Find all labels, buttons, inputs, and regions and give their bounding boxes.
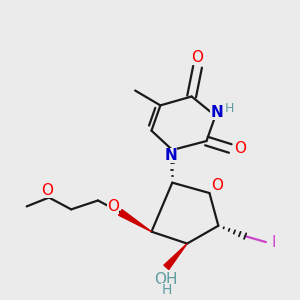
Text: O: O [211,178,223,193]
Text: O: O [107,199,119,214]
Text: N: N [164,148,177,164]
Text: H: H [225,102,234,115]
Text: I: I [271,235,276,250]
Polygon shape [164,244,187,269]
Text: O: O [41,183,53,198]
Text: O: O [192,50,204,65]
Text: OH: OH [154,272,178,287]
Text: N: N [211,105,223,120]
Text: O: O [234,141,246,156]
Polygon shape [118,210,152,232]
Text: H: H [161,283,172,297]
